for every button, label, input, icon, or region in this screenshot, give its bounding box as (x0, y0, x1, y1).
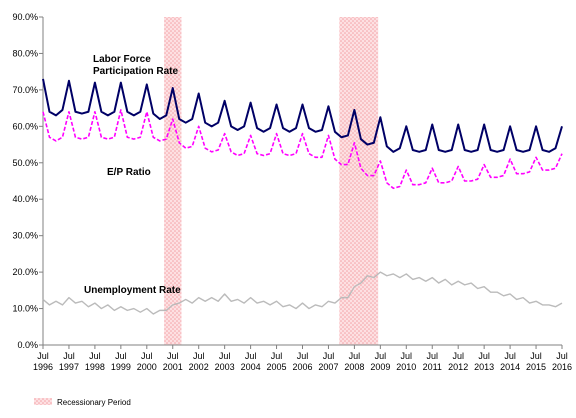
legend: Recessionary Period (34, 398, 131, 407)
x-tick-year: 2002 (189, 362, 209, 372)
x-tick-month: Jul (89, 351, 101, 361)
x-tick-month: Jul (323, 351, 335, 361)
x-tick-month: Jul (401, 351, 413, 361)
legend-swatch-recession (34, 398, 52, 405)
x-tick-year: 2009 (370, 362, 390, 372)
x-tick-year: 2005 (267, 362, 287, 372)
annotation-unemployment-rate: Unemployment Rate (84, 285, 181, 296)
x-tick-month: Jul (530, 351, 542, 361)
x-tick-year: 2003 (215, 362, 235, 372)
series-lines (42, 78, 563, 315)
x-tick-year: 2010 (396, 362, 416, 372)
legend-label-recession: Recessionary Period (57, 398, 131, 407)
x-tick-year: 2012 (448, 362, 468, 372)
x-tick-year: 2006 (292, 362, 312, 372)
x-tick-month: Jul (452, 351, 464, 361)
x-tick-year: 2011 (423, 362, 442, 372)
y-tick-label: 70.0% (12, 85, 38, 95)
x-tick-month: Jul (141, 351, 153, 361)
x-tick-month: Jul (349, 351, 361, 361)
x-tick-month: Jul (426, 351, 438, 361)
x-tick-year: 1998 (85, 362, 105, 372)
x-tick-month: Jul (271, 351, 283, 361)
y-tick-label: 60.0% (12, 121, 38, 131)
recession-band-1 (164, 17, 182, 345)
x-tick-month: Jul (219, 351, 231, 361)
x-tick-month: Jul (504, 351, 516, 361)
y-tick-label: 10.0% (12, 304, 38, 314)
x-tick-year: 2016 (552, 362, 572, 372)
x-tick-year: 1996 (33, 362, 53, 372)
x-tick-month: Jul (115, 351, 127, 361)
x-tick-year: 2015 (526, 362, 546, 372)
annotations: Labor Force Participation Rate E/P Ratio… (84, 54, 181, 296)
x-tick-month: Jul (556, 351, 568, 361)
x-tick-month: Jul (193, 351, 205, 361)
y-tick-label: 40.0% (12, 194, 38, 204)
y-tick-label: 30.0% (12, 231, 38, 241)
x-tick-year: 2000 (137, 362, 157, 372)
recession-bands (164, 17, 379, 345)
annotation-lfpr-line1: Labor Force (93, 54, 151, 65)
series-labor-force-participation-rate (42, 78, 563, 153)
series-unemployment-rate (42, 271, 563, 315)
y-tick-label: 80.0% (12, 48, 38, 58)
y-tick-label: 20.0% (12, 267, 38, 277)
axes (39, 16, 563, 349)
x-tick-month: Jul (478, 351, 490, 361)
x-tick-month: Jul (297, 351, 309, 361)
x-tick-labels: Jul1996Jul1997Jul1998Jul1999Jul2000Jul20… (33, 351, 572, 372)
series-ep-ratio (42, 109, 563, 190)
x-tick-month: Jul (245, 351, 257, 361)
x-tick-year: 2008 (344, 362, 364, 372)
x-tick-month: Jul (37, 351, 49, 361)
x-tick-year: 2014 (500, 362, 520, 372)
annotation-ep-ratio: E/P Ratio (107, 167, 151, 178)
x-tick-year: 1999 (111, 362, 131, 372)
y-tick-label: 0.0% (17, 340, 38, 350)
y-tick-labels: 0.0% 10.0% 20.0% 30.0% 40.0% 50.0% 60.0% 70.0% 8… (12, 12, 38, 350)
x-tick-month: Jul (63, 351, 75, 361)
y-tick-label: 50.0% (12, 158, 38, 168)
recession-band-2 (339, 17, 379, 345)
x-tick-year: 2004 (241, 362, 261, 372)
annotation-lfpr-line2: Participation Rate (93, 66, 178, 77)
x-tick-year: 2001 (163, 362, 183, 372)
x-tick-year: 2007 (318, 362, 338, 372)
x-tick-year: 2013 (474, 362, 494, 372)
x-tick-month: Jul (375, 351, 387, 361)
x-tick-year: 1997 (59, 362, 79, 372)
y-tick-label: 90.0% (12, 12, 38, 22)
x-tick-month: Jul (167, 351, 179, 361)
